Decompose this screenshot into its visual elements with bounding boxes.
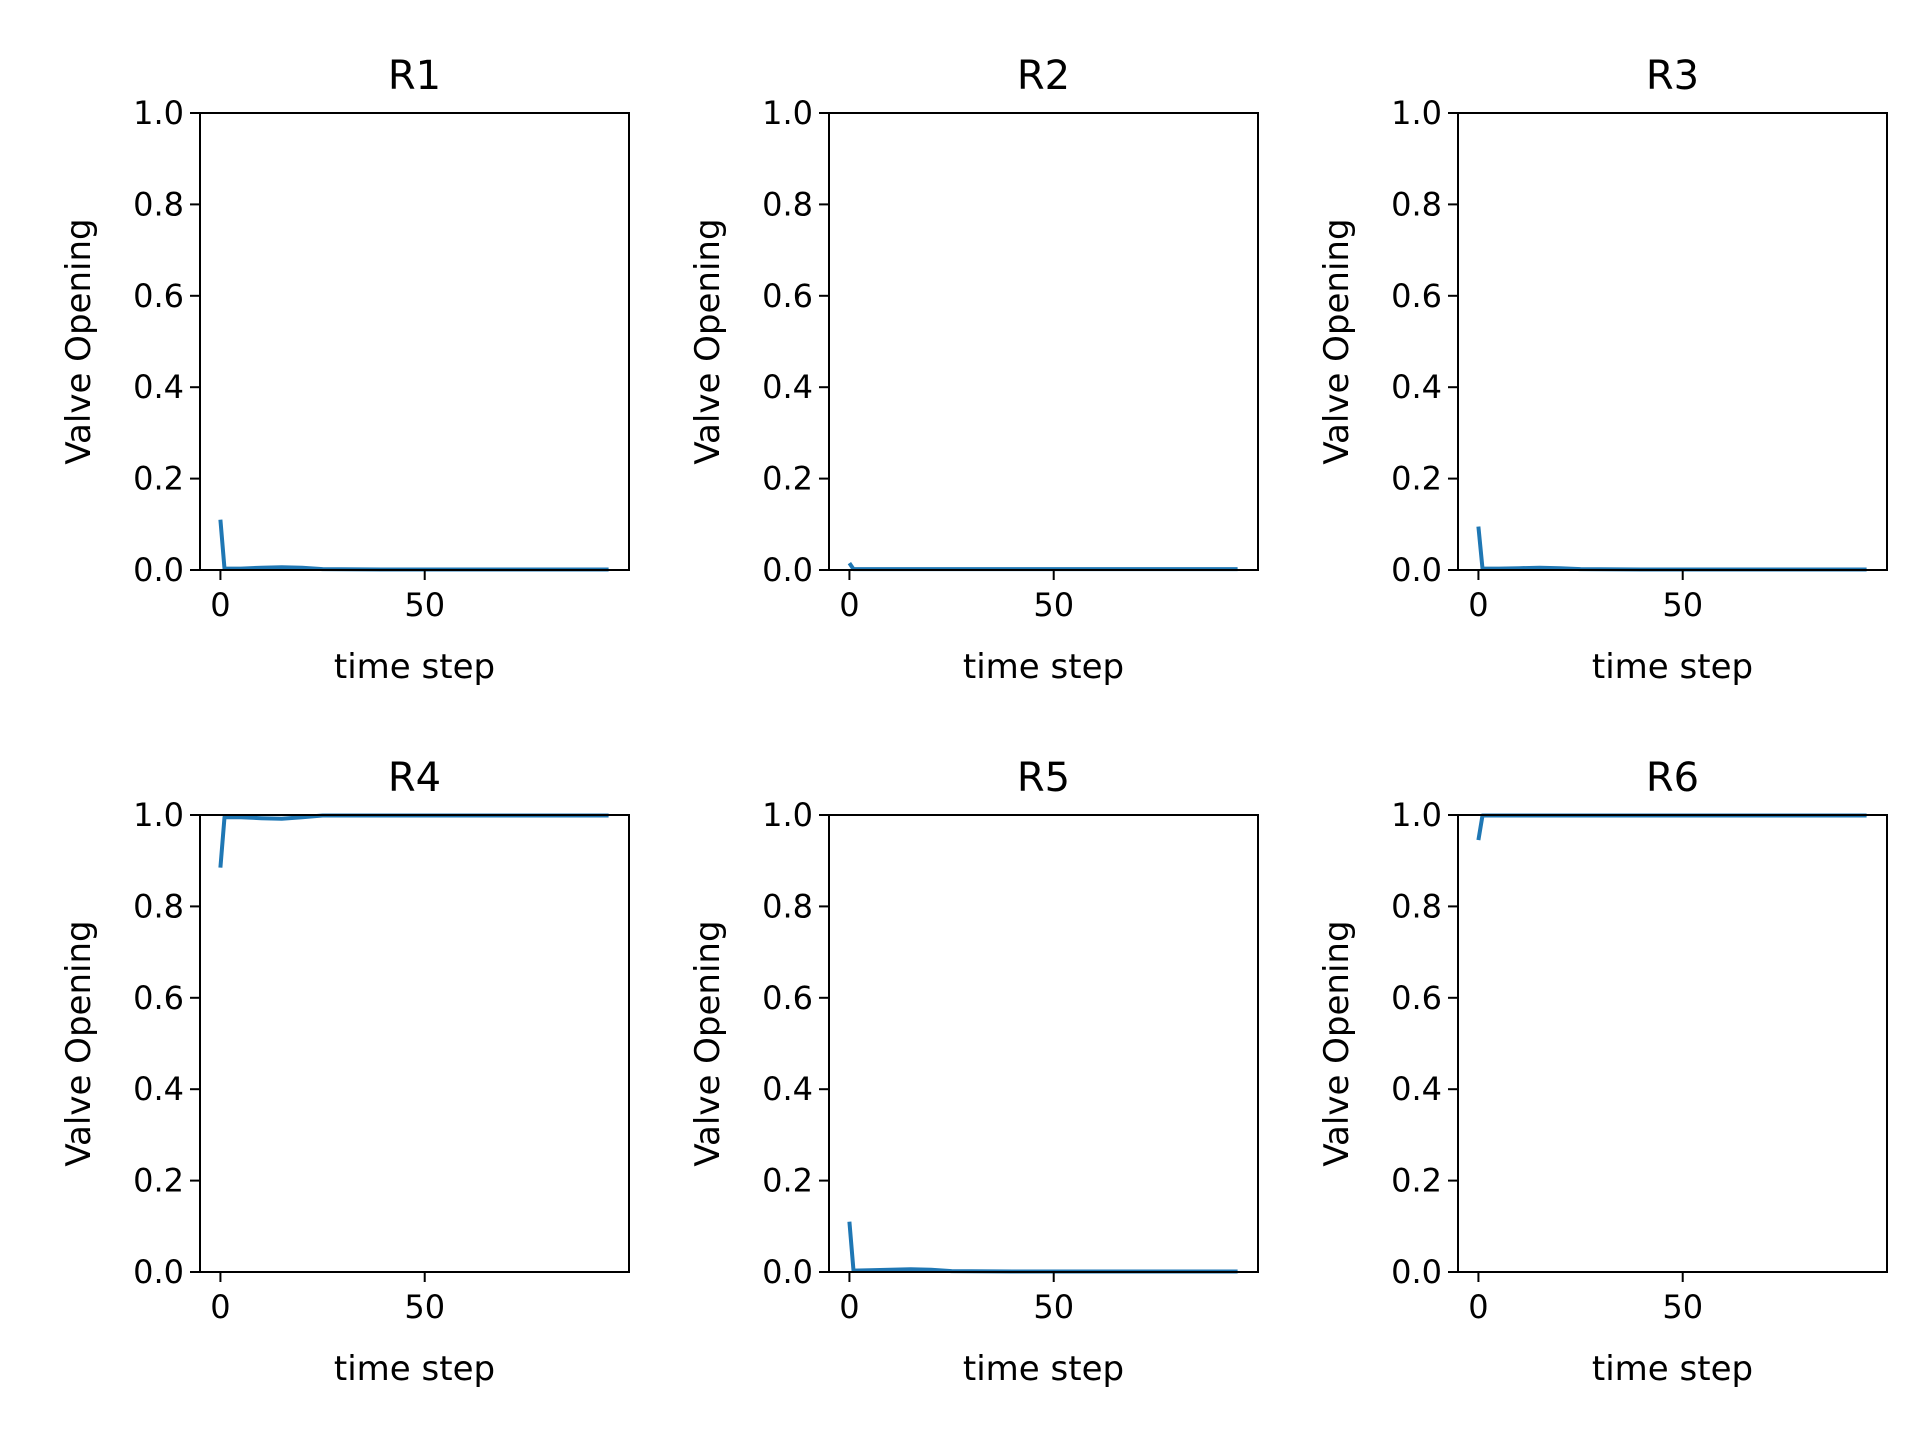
y-tick-label: 0.0: [1391, 1253, 1442, 1291]
y-tick-label: 1.0: [1391, 94, 1442, 132]
subplot-title: R2: [1017, 53, 1070, 99]
y-tick-label: 0.0: [133, 551, 184, 589]
y-tick-label: 0.4: [1391, 368, 1442, 406]
y-tick-label: 0.2: [762, 460, 813, 498]
y-tick-label: 0.2: [133, 1162, 184, 1200]
y-tick-label: 0.6: [133, 979, 184, 1017]
y-tick-label: 0.4: [1391, 1070, 1442, 1108]
x-axis-label: time step: [334, 647, 495, 687]
x-axis-label: time step: [963, 647, 1124, 687]
plot-frame: [199, 814, 630, 1273]
y-tick-label: 0.0: [133, 1253, 184, 1291]
y-axis-label: Valve Opening: [688, 920, 728, 1166]
y-tick-label: 0.8: [133, 185, 184, 223]
y-tick-label: 0.8: [1391, 887, 1442, 925]
x-tick-label: 0: [839, 1288, 859, 1326]
subplot-r5: R5 0.0 0.2 0.4 0.6 0.8 1.0 0 50 time step Valve Op…: [688, 755, 1259, 1389]
series-line: [1476, 813, 1867, 841]
x-tick-label: 50: [1662, 586, 1703, 624]
y-tick-label: 0.2: [1391, 1162, 1442, 1200]
subplot-title: R4: [388, 755, 441, 801]
x-axis-label: time step: [1592, 647, 1753, 687]
x-axis-label: time step: [963, 1349, 1124, 1389]
y-tick-label: 0.6: [1391, 979, 1442, 1017]
y-tick-label: 1.0: [762, 796, 813, 834]
x-tick-label: 50: [1033, 1288, 1074, 1326]
series-line: [218, 519, 609, 572]
series-line: [847, 1221, 1238, 1274]
plot-frame: [828, 814, 1259, 1273]
y-tick-label: 0.4: [762, 368, 813, 406]
subplot-title: R6: [1646, 755, 1699, 801]
y-tick-label: 0.0: [762, 1253, 813, 1291]
subplot-title: R5: [1017, 755, 1070, 801]
x-tick-label: 50: [404, 1288, 445, 1326]
subplot-r6: R6 0.0 0.2 0.4 0.6 0.8 1.0 0 50 time step Valve Op…: [1317, 755, 1888, 1389]
y-axis-label: Valve Opening: [1317, 218, 1357, 464]
subplot-title: R3: [1646, 53, 1699, 99]
subplot-r2: R2 0.0 0.2 0.4 0.6 0.8 1.0 0 50 time step Valve Op…: [688, 53, 1259, 687]
x-tick-label: 50: [1033, 586, 1074, 624]
y-axis-label: Valve Opening: [688, 218, 728, 464]
y-tick-label: 0.2: [762, 1162, 813, 1200]
y-tick-label: 0.0: [762, 551, 813, 589]
y-tick-label: 0.8: [1391, 185, 1442, 223]
y-tick-label: 1.0: [1391, 796, 1442, 834]
x-tick-label: 0: [1468, 1288, 1488, 1326]
x-axis-label: time step: [1592, 1349, 1753, 1389]
subplot-r4: R4 0.0 0.2 0.4 0.6 0.8 1.0 0 50 time step Valve Op…: [59, 755, 630, 1389]
y-axis-label: Valve Opening: [59, 920, 99, 1166]
y-tick-label: 0.8: [762, 887, 813, 925]
subplot-r3: R3 0.0 0.2 0.4 0.6 0.8 1.0 0 50 time step Valve Op…: [1317, 53, 1888, 687]
series-line: [218, 813, 609, 868]
x-tick-label: 0: [839, 586, 859, 624]
subplot-r1: R1 0.0 0.2 0.4 0.6 0.8 1.0 0 50 time step Valve Op…: [59, 53, 630, 687]
y-tick-label: 1.0: [762, 94, 813, 132]
plot-frame: [199, 112, 630, 571]
subplot-title: R1: [388, 53, 441, 99]
y-tick-label: 0.0: [1391, 551, 1442, 589]
y-tick-label: 0.6: [133, 277, 184, 315]
y-tick-label: 0.8: [762, 185, 813, 223]
plot-frame: [1457, 814, 1888, 1273]
y-axis-label: Valve Opening: [59, 218, 99, 464]
x-tick-label: 50: [404, 586, 445, 624]
plot-frame: [828, 112, 1259, 571]
plot-frame: [1457, 112, 1888, 571]
y-tick-label: 0.6: [1391, 277, 1442, 315]
x-tick-label: 0: [210, 1288, 230, 1326]
x-tick-label: 50: [1662, 1288, 1703, 1326]
series-line: [847, 561, 1238, 572]
y-tick-label: 0.6: [762, 277, 813, 315]
x-axis-label: time step: [334, 1349, 495, 1389]
x-tick-label: 0: [210, 586, 230, 624]
y-tick-label: 1.0: [133, 796, 184, 834]
y-tick-label: 0.8: [133, 887, 184, 925]
y-tick-label: 0.4: [133, 368, 184, 406]
y-tick-label: 0.4: [133, 1070, 184, 1108]
y-tick-label: 0.2: [133, 460, 184, 498]
x-tick-label: 0: [1468, 586, 1488, 624]
y-tick-label: 0.6: [762, 979, 813, 1017]
series-line: [1476, 526, 1867, 572]
y-tick-label: 0.2: [1391, 460, 1442, 498]
y-tick-label: 0.4: [762, 1070, 813, 1108]
y-tick-label: 1.0: [133, 94, 184, 132]
y-axis-label: Valve Opening: [1317, 920, 1357, 1166]
